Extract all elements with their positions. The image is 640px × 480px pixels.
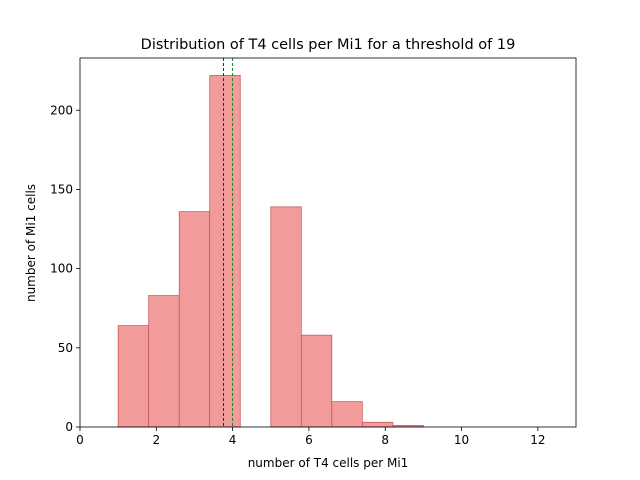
histogram-bar-6 [300,334,333,428]
x-tick-label: 12 [530,433,545,447]
histogram-bar-1 [148,295,180,428]
x-tick-label: 6 [305,433,313,447]
reference-lines-layer [223,58,234,427]
x-axis-ticks: 0 2 4 6 8 10 12 [76,427,545,447]
y-tick-label: 0 [65,420,73,434]
y-tick-label: 100 [50,262,73,276]
y-axis-label: number of Mi1 cells [24,184,38,302]
x-tick-label: 0 [76,433,84,447]
histogram-bar-2 [178,211,211,428]
y-tick-label: 50 [58,341,73,355]
x-tick-label: 2 [152,433,160,447]
chart-title: Distribution of T4 cells per Mi1 for a t… [141,37,516,53]
plot-frame [79,57,577,428]
x-tick-label: 8 [381,433,389,447]
histogram-bar-5 [270,206,302,428]
histogram-bar-3 [209,75,241,428]
histogram-bar-0 [117,325,150,428]
x-tick-label: 10 [454,433,469,447]
y-tick-label: 150 [50,182,73,196]
bars-layer [117,75,424,428]
histogram-bar-8 [361,421,394,428]
x-tick-label: 4 [229,433,237,447]
histogram-bar-7 [331,401,363,428]
y-axis-ticks: 0 50 100 150 200 [50,103,80,434]
x-axis-label: number of T4 cells per Mi1 [248,456,409,470]
y-tick-label: 200 [50,103,73,117]
